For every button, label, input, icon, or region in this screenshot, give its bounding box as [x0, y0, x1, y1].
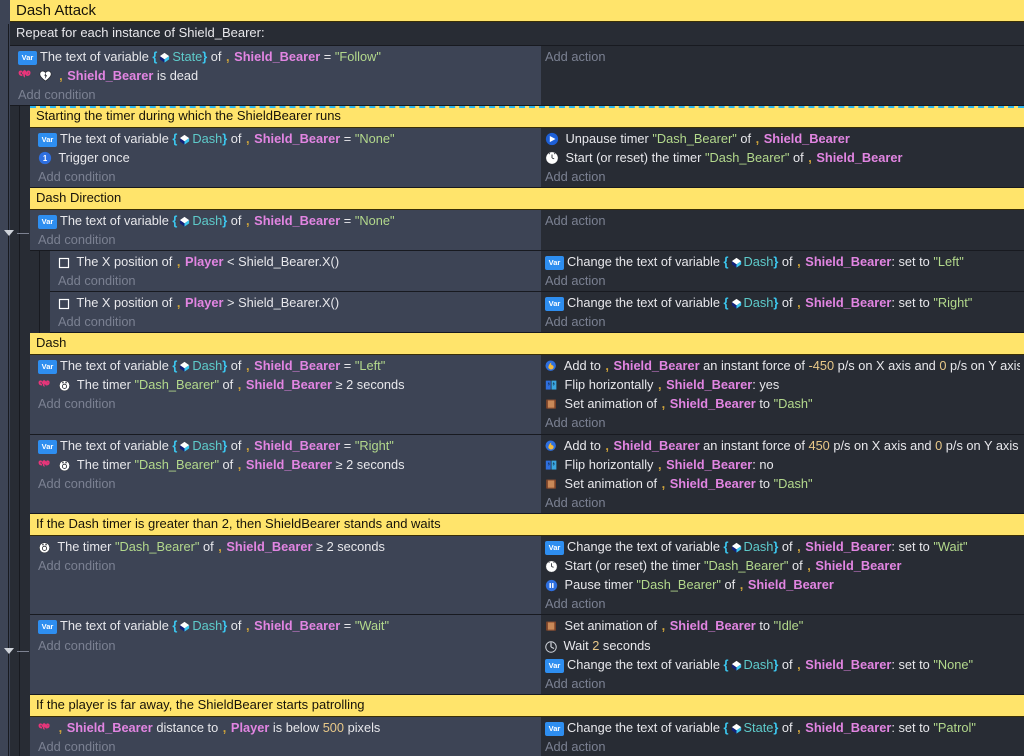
svg-text:1: 1	[43, 154, 48, 163]
